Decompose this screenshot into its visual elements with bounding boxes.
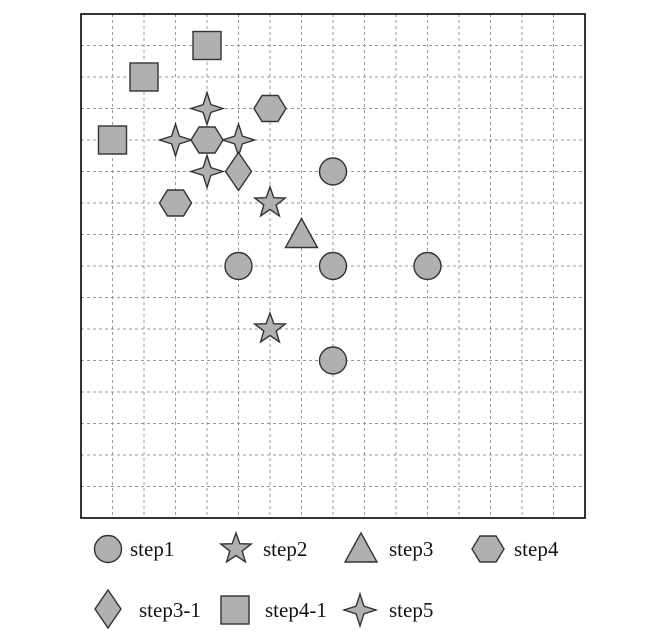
legend-label-step4: step4 xyxy=(514,537,559,561)
plot-frame xyxy=(80,13,586,519)
legend-marker-diamond xyxy=(94,588,122,630)
legend-label-step5: step5 xyxy=(389,598,433,622)
marker-circle xyxy=(318,346,348,375)
legend-item-step3-1: step3-1 xyxy=(94,588,201,630)
marker-star xyxy=(218,530,254,564)
marker-diamond xyxy=(94,588,122,630)
legend-item-step4: step4 xyxy=(471,535,559,563)
legend-label-step4-1: step4-1 xyxy=(265,598,327,622)
marker-square xyxy=(129,62,159,92)
marker-sparkle xyxy=(341,591,379,629)
marker-circle xyxy=(318,157,348,186)
legend-marker-star xyxy=(218,530,254,564)
marker-square xyxy=(97,125,128,155)
legend-item-step2: step2 xyxy=(218,530,307,564)
marker-hexagon xyxy=(190,126,224,154)
marker-triangle xyxy=(284,217,319,249)
legend-item-step5: step5 xyxy=(341,591,433,629)
marker-star xyxy=(252,184,288,218)
legend-marker-hexagon xyxy=(471,535,505,563)
legend-marker-sparkle xyxy=(341,591,379,629)
legend-label-step1: step1 xyxy=(130,537,174,561)
marker-circle xyxy=(224,251,253,281)
legend: step1 step2 step3 step4 step3-1 step4-1 … xyxy=(93,530,559,630)
legend-item-step3: step3 xyxy=(343,531,433,563)
marker-diamond xyxy=(224,151,253,192)
marker-sparkle xyxy=(188,153,226,190)
legend-label-step3-1: step3-1 xyxy=(139,598,201,622)
legend-marker-triangle xyxy=(343,531,379,563)
marker-square xyxy=(192,30,222,61)
marker-sparkle xyxy=(157,121,194,159)
marker-circle xyxy=(93,534,123,564)
legend-label-step2: step2 xyxy=(263,537,307,561)
marker-square xyxy=(220,595,250,625)
marker-sparkle xyxy=(220,121,257,159)
marker-hexagon xyxy=(158,189,193,217)
legend-marker-circle xyxy=(93,534,123,564)
marker-circle xyxy=(318,251,348,281)
marker-circle xyxy=(413,251,442,281)
marker-star xyxy=(252,310,288,344)
markers xyxy=(97,30,442,375)
marker-hexagon xyxy=(253,94,287,123)
legend-item-step1: step1 xyxy=(93,534,174,564)
marker-triangle xyxy=(343,531,379,563)
legend-label-step3: step3 xyxy=(389,537,433,561)
marker-hexagon xyxy=(471,535,505,563)
legend-item-step4-1: step4-1 xyxy=(220,595,327,625)
legend-marker-square xyxy=(220,595,250,625)
marker-sparkle xyxy=(188,90,226,127)
